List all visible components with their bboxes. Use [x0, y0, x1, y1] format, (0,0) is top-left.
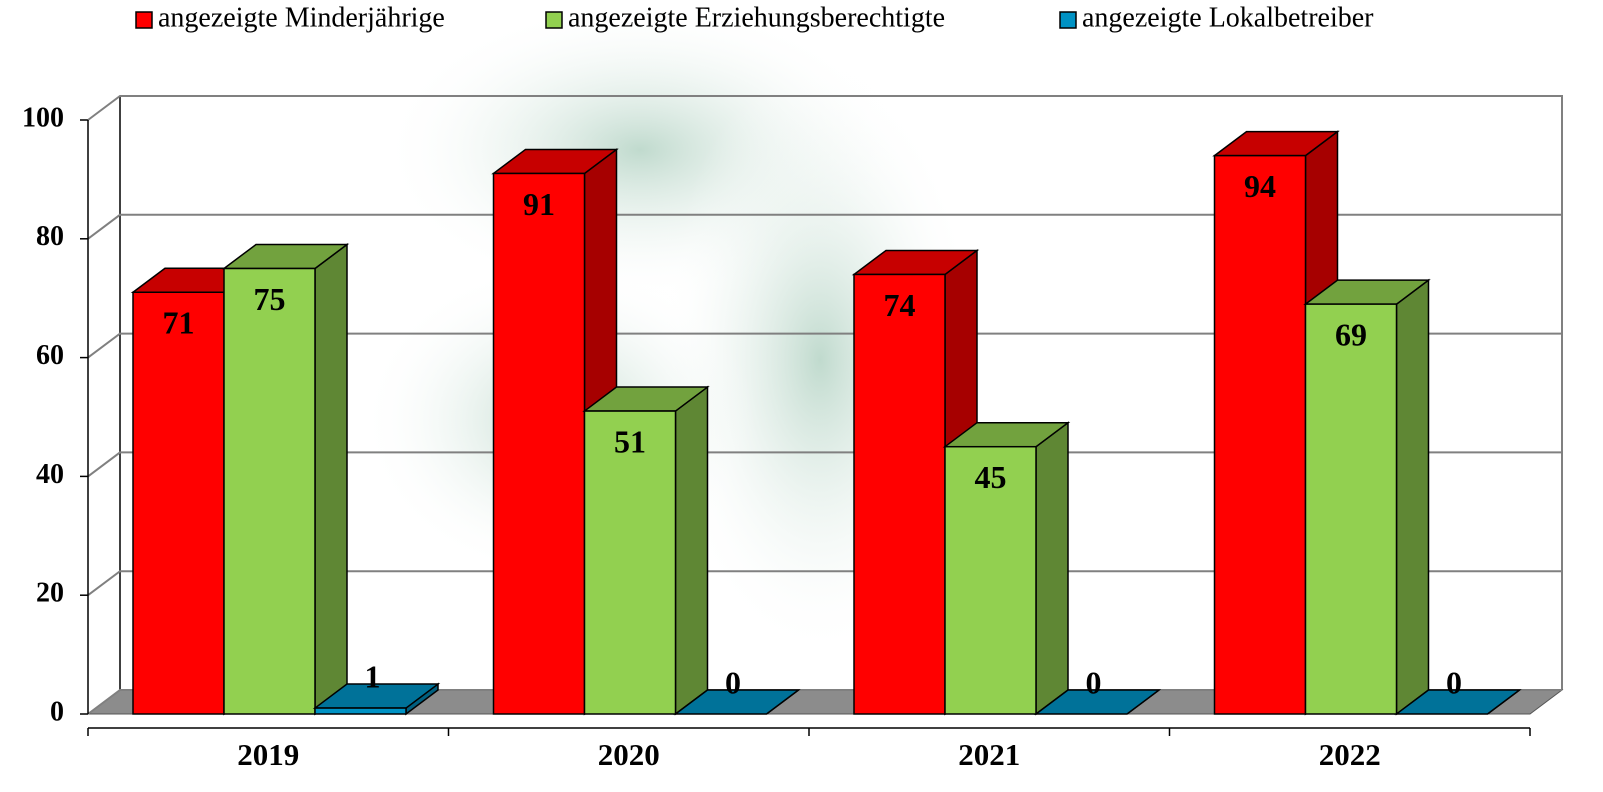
data-label: 75 — [254, 281, 286, 317]
bar-top — [673, 689, 801, 715]
bar-3d — [1394, 689, 1522, 715]
grid-line — [87, 213, 1562, 240]
y-tick-label: 80 — [36, 221, 64, 252]
bar-3d — [1303, 278, 1431, 716]
data-label: 69 — [1335, 316, 1367, 352]
bar — [314, 707, 407, 715]
data-label: 74 — [884, 287, 916, 323]
bar-side — [314, 243, 348, 716]
bar-top — [1394, 689, 1522, 715]
data-label: 51 — [614, 423, 646, 459]
data-label: 94 — [1244, 168, 1276, 204]
x-tick-label: 2019 — [237, 737, 299, 772]
bar-side — [1395, 278, 1430, 716]
bar-top — [1033, 689, 1162, 715]
bar-side — [674, 385, 709, 716]
y-tick-label: 40 — [36, 459, 64, 490]
data-label: 0 — [1086, 664, 1102, 700]
y-tick-label: 0 — [50, 696, 64, 727]
data-label: 91 — [523, 186, 555, 222]
bar — [223, 267, 316, 715]
y-tick-label: 100 — [22, 102, 64, 133]
x-tick-label: 2020 — [598, 737, 660, 772]
data-label: 71 — [163, 305, 195, 341]
data-label: 0 — [1446, 664, 1462, 700]
grid-line — [87, 451, 1562, 478]
bar — [1213, 154, 1307, 715]
bar — [1304, 303, 1398, 715]
bar-3d — [1033, 689, 1162, 715]
grid-line — [87, 332, 1562, 359]
bar — [583, 410, 677, 715]
bar-3d — [942, 421, 1071, 716]
data-label: 1 — [365, 658, 381, 694]
grid-line — [87, 570, 1562, 597]
grid-line — [87, 95, 1562, 121]
x-tick-label: 2022 — [1319, 737, 1381, 772]
legend-label: angezeigte Minderjährige — [158, 2, 445, 33]
bar-3d — [673, 689, 801, 715]
legend-label: angezeigte Erziehungsberechtigte — [568, 2, 945, 33]
y-tick-label: 60 — [36, 340, 64, 371]
legend-swatch — [545, 11, 563, 29]
bar-side — [1035, 421, 1069, 716]
data-label: 45 — [975, 459, 1007, 495]
data-label: 0 — [725, 664, 741, 700]
legend-label: angezeigte Lokalbetreiber — [1082, 2, 1374, 33]
bar — [944, 445, 1037, 715]
x-tick-label: 2021 — [958, 737, 1020, 772]
bar-3d — [221, 243, 350, 716]
bar — [132, 291, 225, 715]
y-tick-label: 20 — [36, 578, 64, 609]
legend-swatch — [135, 11, 153, 29]
legend-swatch — [1059, 11, 1077, 29]
bar-3d — [582, 385, 710, 716]
bar-3d — [312, 682, 441, 716]
bar — [492, 172, 586, 715]
bar — [853, 273, 946, 715]
